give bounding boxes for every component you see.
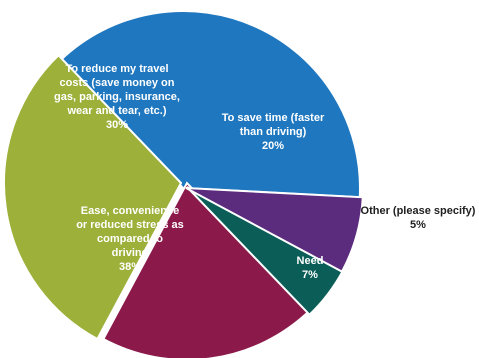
slice-label: To save time (faster than driving) 20% [222,112,325,152]
slice-label: To reduce my travel costs (save money on g… [54,63,180,131]
pie-slice [59,10,361,199]
pie-labels: Ease, convenience or reduced stress as com… [54,63,476,281]
pie-slice [3,53,183,341]
pie-slice [185,187,364,273]
slice-label: Other (please specify) 5% [361,205,476,231]
pie-slices [3,10,364,358]
slice-label: Ease, convenience or reduced stress as com… [76,205,184,273]
slice-label: Need 7% [297,255,324,281]
pie-slice [102,181,311,358]
